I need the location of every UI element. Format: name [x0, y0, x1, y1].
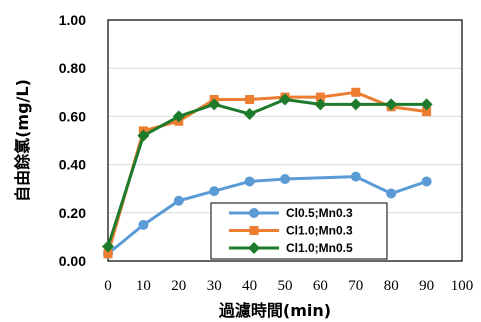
data-point: [244, 176, 255, 187]
data-point: [315, 92, 325, 102]
legend-label: Cl1.0;Mn0.3: [286, 224, 353, 238]
legend: Cl0.5;Mn0.3 Cl1.0;Mn0.3 Cl1.0;Mn0.5: [210, 202, 388, 260]
x-tick-label: 90: [419, 278, 434, 294]
y-tick-label: 0.20: [59, 205, 86, 221]
data-point: [421, 176, 432, 187]
x-tick-label: 60: [313, 278, 328, 294]
data-point: [280, 174, 290, 185]
data-point: [279, 93, 291, 106]
x-tick-label: 10: [136, 278, 151, 294]
data-point: [243, 107, 256, 120]
data-point: [209, 186, 220, 197]
data-point: [349, 98, 362, 111]
y-tick-label: 0.80: [59, 60, 86, 76]
x-tick-label: 70: [348, 278, 363, 294]
data-point: [208, 98, 221, 111]
series-group: [102, 87, 433, 259]
x-tick-label: 20: [171, 278, 186, 294]
legend-marker: [249, 226, 259, 235]
y-axis-ticks: 0.00 0.20 0.40 0.60 0.80 1.00: [59, 12, 86, 269]
data-point: [385, 98, 398, 111]
x-tick-label: 100: [451, 278, 474, 294]
data-point: [102, 240, 114, 253]
legend-marker: [248, 242, 260, 254]
data-point: [422, 107, 432, 117]
x-tick-label: 40: [242, 278, 257, 294]
y-tick-label: 0.40: [59, 157, 86, 173]
data-point: [314, 98, 327, 111]
series-3: [102, 93, 433, 253]
data-point: [420, 98, 433, 111]
data-point: [386, 188, 397, 199]
data-point: [245, 95, 255, 105]
series-line: [106, 98, 427, 247]
data-point: [351, 87, 361, 97]
data-point: [138, 219, 149, 230]
legend-item: Cl0.5;Mn0.3: [229, 206, 353, 220]
data-point: [137, 129, 150, 142]
x-axis-label: 過濾時間(min): [218, 301, 331, 320]
legend-marker: [249, 208, 259, 218]
data-point: [172, 110, 185, 123]
data-point: [173, 195, 184, 206]
legend-label: Cl1.0;Mn0.5: [286, 241, 353, 255]
x-tick-label: 80: [384, 278, 399, 294]
y-tick-label: 0.00: [59, 253, 86, 269]
data-point: [103, 249, 113, 259]
series-1: [103, 171, 432, 259]
plot-area-frame: [107, 19, 463, 262]
data-point: [350, 171, 361, 182]
y-tick-label: 1.00: [59, 12, 86, 28]
legend-item: Cl1.0;Mn0.3: [229, 224, 353, 238]
x-tick-label: 50: [278, 278, 293, 294]
legend-item: Cl1.0;Mn0.5: [229, 241, 353, 255]
x-tick-label: 0: [104, 278, 112, 294]
legend-label: Cl0.5;Mn0.3: [286, 206, 353, 220]
y-tick-label: 0.60: [59, 108, 86, 124]
x-tick-label: 30: [207, 278, 222, 294]
x-axis-ticks: 0 10 20 30 40 50 60 70 80 90 100: [104, 278, 473, 294]
y-axis-label: 自由餘氯(mg/L): [13, 79, 32, 202]
